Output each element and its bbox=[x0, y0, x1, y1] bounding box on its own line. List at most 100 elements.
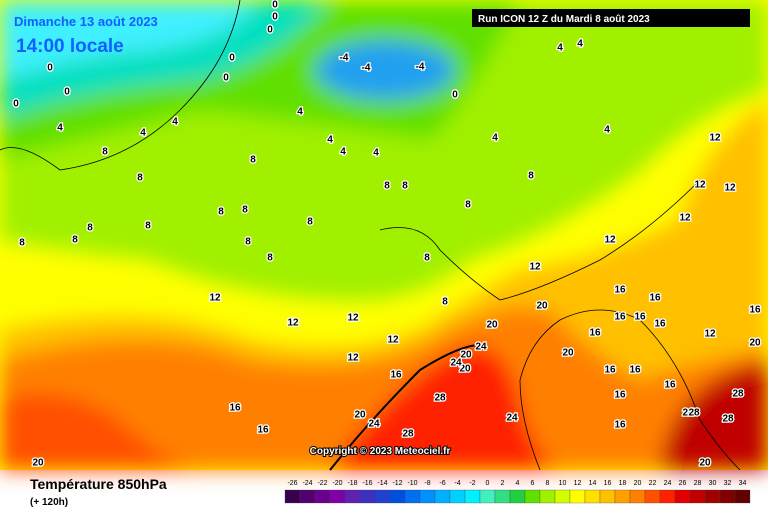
colorbar-label: 4 bbox=[516, 480, 520, 487]
contour-label: 16 bbox=[390, 370, 402, 381]
colorbar-swatch bbox=[434, 489, 451, 504]
contour-label: 8 bbox=[465, 200, 471, 211]
contour-label: 4 bbox=[492, 133, 498, 144]
run-box bbox=[472, 9, 750, 27]
contour-label: 20 bbox=[486, 320, 498, 331]
contour-label: 4 bbox=[373, 148, 379, 159]
colorbar-label: 24 bbox=[664, 480, 672, 487]
contour-label: 16 bbox=[649, 293, 661, 304]
contour-label: -4 bbox=[362, 63, 371, 74]
colorbar-label: -16 bbox=[362, 480, 372, 487]
contour-label: 8 bbox=[245, 237, 251, 248]
contour-label: 20 bbox=[699, 458, 711, 469]
contour-label: 4 bbox=[340, 147, 346, 158]
colorbar-swatch bbox=[299, 489, 316, 504]
contour-label: 8 bbox=[72, 235, 78, 246]
contour-label: 16 bbox=[629, 365, 641, 376]
colorbar-label: 30 bbox=[709, 480, 717, 487]
contour-label: 20 bbox=[536, 301, 548, 312]
contour-label: 8 bbox=[528, 171, 534, 182]
colorbar-swatch bbox=[674, 489, 691, 504]
contour-label: 16 bbox=[589, 328, 601, 339]
colorbar-label: 8 bbox=[546, 480, 550, 487]
colorbar-label: -6 bbox=[439, 480, 445, 487]
contour-label: 16 bbox=[604, 365, 616, 376]
colorbar-swatch bbox=[284, 489, 301, 504]
contour-label: 20 bbox=[562, 348, 574, 359]
colorbar-label: 26 bbox=[679, 480, 687, 487]
colorbar-label: -22 bbox=[317, 480, 327, 487]
colorbar-label: -8 bbox=[424, 480, 430, 487]
contour-label: 28 bbox=[688, 408, 700, 419]
colorbar-label: 12 bbox=[574, 480, 582, 487]
contour-label: 12 bbox=[347, 313, 359, 324]
contour-label: 0 bbox=[223, 73, 229, 84]
contour-label: 16 bbox=[257, 425, 269, 436]
colorbar-label: -14 bbox=[377, 480, 387, 487]
contour-label: 20 bbox=[354, 410, 366, 421]
contour-label: 12 bbox=[347, 353, 359, 364]
colorbar-label: -12 bbox=[392, 480, 402, 487]
contour-label: 0 bbox=[13, 99, 19, 110]
contour-label: 16 bbox=[614, 420, 626, 431]
contour-label: 8 bbox=[402, 181, 408, 192]
contour-label: 0 bbox=[64, 87, 70, 98]
colorbar-label: 22 bbox=[649, 480, 657, 487]
colorbar-swatch bbox=[539, 489, 556, 504]
colorbar-swatch bbox=[344, 489, 361, 504]
contour-label: 12 bbox=[529, 262, 541, 273]
contour-label: 8 bbox=[307, 217, 313, 228]
colorbar-label: -2 bbox=[469, 480, 475, 487]
contour-label: 8 bbox=[137, 173, 143, 184]
colorbar-swatch bbox=[494, 489, 511, 504]
contour-label: 16 bbox=[229, 403, 241, 414]
colorbar-swatch bbox=[569, 489, 586, 504]
forecast-time: 14:00 locale bbox=[16, 36, 124, 57]
colorbar-label: 0 bbox=[486, 480, 490, 487]
contour-label: 28 bbox=[722, 414, 734, 425]
colorbar-swatch bbox=[629, 489, 646, 504]
colorbar-label: 6 bbox=[531, 480, 535, 487]
colorbar-label: -4 bbox=[454, 480, 460, 487]
colorbar-swatch bbox=[479, 489, 496, 504]
colorbar-swatch bbox=[644, 489, 661, 504]
colorbar-label: 2 bbox=[501, 480, 505, 487]
contour-label: 0 bbox=[452, 90, 458, 101]
contour-label: 20 bbox=[749, 338, 761, 349]
copyright: Copyright © 2023 Meteociel.fr bbox=[310, 446, 451, 457]
contour-label: 8 bbox=[87, 223, 93, 234]
colorbar-swatch bbox=[314, 489, 331, 504]
colorbar-swatch bbox=[614, 489, 631, 504]
colorbar-label: 20 bbox=[634, 480, 642, 487]
contour-label: 4 bbox=[172, 117, 178, 128]
colorbar-swatch bbox=[449, 489, 466, 504]
colorbar-swatch bbox=[419, 489, 436, 504]
contour-label: 16 bbox=[614, 285, 626, 296]
colorbar-swatch bbox=[329, 489, 346, 504]
colorbar: -26 -24 -22 -20 -18 -16 -14 -12 -10 -8 -6 -4 -2 0 2 4 6 8… bbox=[284, 480, 751, 504]
contour-label: 12 bbox=[709, 133, 721, 144]
colorbar-swatch bbox=[389, 489, 406, 504]
colorbar-swatch bbox=[584, 489, 601, 504]
contour-label: -4 bbox=[416, 62, 425, 73]
colorbar-swatch bbox=[689, 489, 706, 504]
contour-label: 12 bbox=[287, 318, 299, 329]
contour-label: 16 bbox=[634, 312, 646, 323]
contour-label: 16 bbox=[664, 380, 676, 391]
contour-label: 24 bbox=[450, 358, 462, 369]
contour-label: 0 bbox=[272, 12, 278, 23]
contour-label: 4 bbox=[557, 43, 563, 54]
contour-label: 4 bbox=[297, 107, 303, 118]
colorbar-label: -10 bbox=[407, 480, 417, 487]
contour-label: 12 bbox=[387, 335, 399, 346]
contour-label: 12 bbox=[209, 293, 221, 304]
colorbar-swatch bbox=[659, 489, 676, 504]
colorbar-swatch bbox=[359, 489, 376, 504]
colorbar-label: 16 bbox=[604, 480, 612, 487]
colorbar-label: 18 bbox=[619, 480, 627, 487]
colorbar-label: 34 bbox=[739, 480, 747, 487]
contour-label: 0 bbox=[267, 25, 273, 36]
contour-label: 4 bbox=[604, 125, 610, 136]
colorbar-label: 14 bbox=[589, 480, 597, 487]
